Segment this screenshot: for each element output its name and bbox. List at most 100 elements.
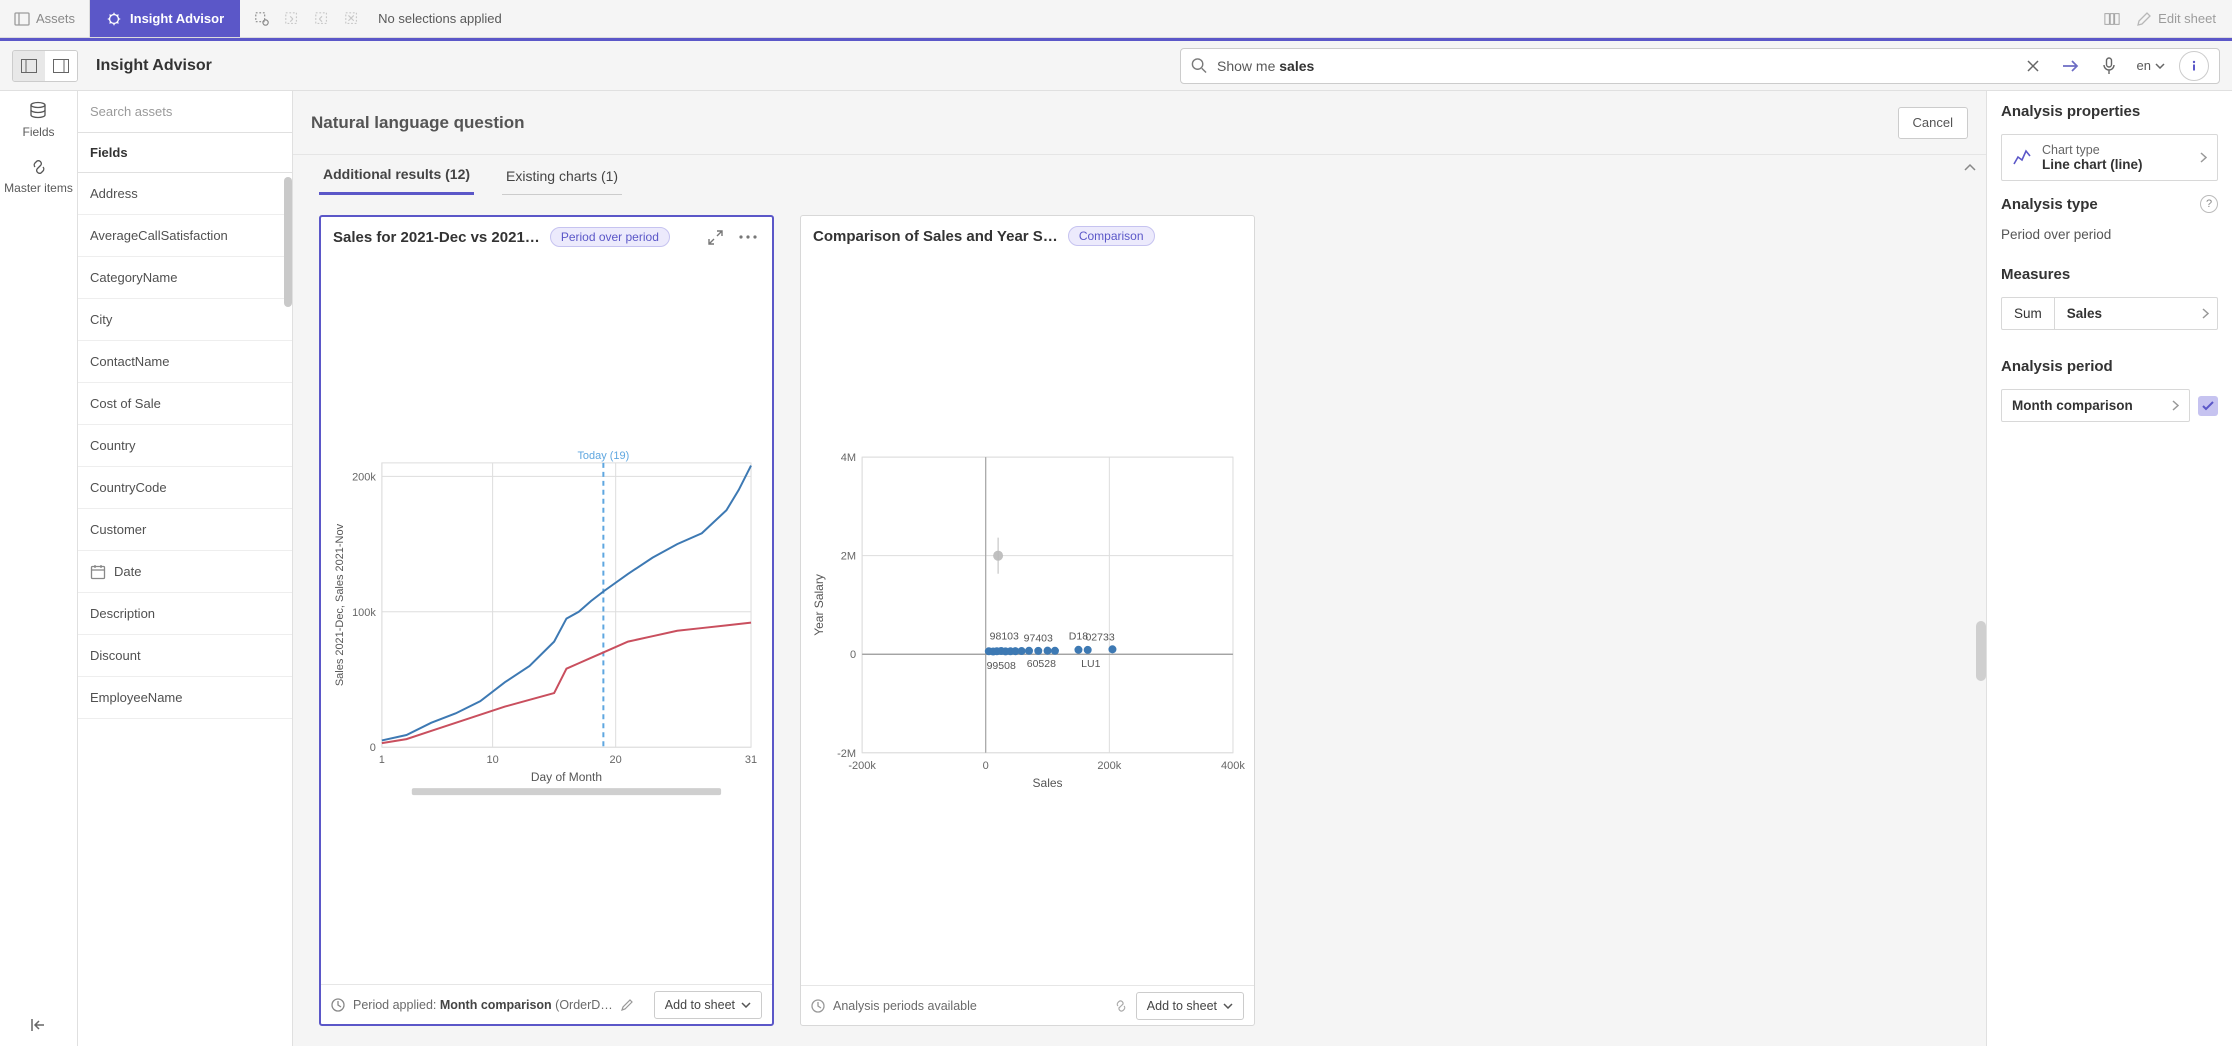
card-footer-text: Analysis periods available (833, 999, 977, 1013)
panel-view-toggles (12, 50, 78, 82)
add-to-sheet-button[interactable]: Add to sheet (654, 991, 762, 1019)
view-toggle-left[interactable] (13, 51, 45, 81)
chevron-down-icon (2155, 63, 2165, 69)
link-icon (29, 157, 49, 177)
insight-advisor-tab[interactable]: Insight Advisor (90, 0, 240, 37)
field-item[interactable]: Description (78, 593, 292, 635)
expand-icon[interactable] (705, 230, 726, 245)
search-icon (1191, 58, 1207, 74)
field-item[interactable]: CountryCode (78, 467, 292, 509)
svg-text:400k: 400k (1221, 760, 1245, 772)
svg-text:1: 1 (379, 754, 385, 766)
vtab-fields[interactable]: Fields (22, 101, 54, 139)
field-item[interactable]: Cost of Sale (78, 383, 292, 425)
help-icon[interactable]: ? (2200, 195, 2218, 213)
selection-fwd-icon[interactable] (314, 11, 330, 27)
svg-text:97403: 97403 (1024, 632, 1053, 644)
svg-text:98103: 98103 (990, 630, 1019, 642)
svg-text:2M: 2M (841, 551, 856, 563)
language-selector[interactable]: en (2133, 58, 2169, 73)
field-item[interactable]: Discount (78, 635, 292, 677)
more-icon[interactable] (736, 235, 760, 239)
search-query: Show me sales (1217, 58, 2009, 74)
edit-sheet-button[interactable]: Edit sheet (2136, 11, 2216, 27)
info-icon[interactable] (2179, 51, 2209, 81)
collapse-panel-icon[interactable] (30, 1018, 48, 1032)
svg-text:Sales: Sales (1033, 776, 1063, 790)
period-header: Analysis period (2001, 358, 2218, 375)
no-selections-text: No selections applied (378, 11, 502, 26)
chevron-down-icon (741, 1002, 751, 1008)
link-chart-icon[interactable] (1114, 999, 1128, 1013)
field-item[interactable]: AverageCallSatisfaction (78, 215, 292, 257)
analysis-type-section: Analysis type ? (2001, 195, 2218, 213)
field-item[interactable]: CategoryName (78, 257, 292, 299)
clear-search-icon[interactable] (2019, 52, 2047, 80)
vertical-tabs: Fields Master items (0, 91, 78, 1046)
edit-sheet-label: Edit sheet (2158, 11, 2216, 26)
field-item[interactable]: Customer (78, 509, 292, 551)
svg-text:0: 0 (370, 742, 376, 754)
chart-type-row[interactable]: Chart type Line chart (line) (2001, 134, 2218, 181)
bookmarks-icon[interactable] (2104, 11, 2120, 27)
svg-text:200k: 200k (1097, 760, 1121, 772)
svg-text:Today (19): Today (19) (577, 450, 629, 462)
selection-tool-icon[interactable] (254, 11, 270, 27)
analysis-tag: Period over period (550, 227, 670, 247)
field-item[interactable]: City (78, 299, 292, 341)
asset-list-panel: Search assets Fields AddressAverageCallS… (78, 91, 293, 1046)
assets-label: Assets (36, 11, 75, 26)
scatter-chart: -2M02M4M-200k0200k400k9810397403D1802733… (807, 264, 1248, 981)
result-tabs: Additional results (12) Existing charts … (293, 155, 1986, 195)
edit-period-icon[interactable] (621, 998, 634, 1011)
view-toggle-right[interactable] (45, 51, 77, 81)
scrollbar-thumb[interactable] (1976, 621, 1986, 681)
selection-back-icon[interactable] (284, 11, 300, 27)
field-item[interactable]: Country (78, 425, 292, 467)
tab-additional-results[interactable]: Additional results (12) (319, 166, 474, 195)
card-title: Sales for 2021-Dec vs 2021… (333, 229, 540, 246)
measures-header: Measures (2001, 266, 2218, 283)
measure-row[interactable]: Sum Sales (2001, 297, 2218, 330)
field-item[interactable]: Date (78, 551, 292, 593)
nl-search-box[interactable]: Show me sales en (1180, 48, 2220, 84)
mic-icon[interactable] (2095, 52, 2123, 80)
panel-icon (14, 11, 30, 27)
asset-list-scroll[interactable]: AddressAverageCallSatisfactionCategoryNa… (78, 173, 292, 1046)
search-assets-input[interactable]: Search assets (78, 91, 292, 133)
svg-text:Year Salary: Year Salary (812, 574, 826, 636)
field-item[interactable]: Address (78, 173, 292, 215)
svg-text:-2M: -2M (837, 748, 856, 760)
assets-toggle[interactable]: Assets (0, 0, 90, 37)
calendar-icon (90, 564, 106, 580)
scrollbar-thumb[interactable] (284, 177, 292, 307)
pencil-icon (2136, 11, 2152, 27)
period-checkbox[interactable] (2198, 396, 2218, 416)
svg-text:-200k: -200k (848, 760, 876, 772)
period-row[interactable]: Month comparison (2001, 389, 2190, 422)
svg-text:10: 10 (487, 754, 499, 766)
svg-text:99508: 99508 (987, 660, 1016, 672)
svg-text:200k: 200k (352, 471, 376, 483)
svg-text:LU1: LU1 (1081, 658, 1100, 670)
submit-search-icon[interactable] (2057, 52, 2085, 80)
chevron-right-icon (2172, 400, 2179, 411)
result-card-period[interactable]: Sales for 2021-Dec vs 2021… Period over … (319, 215, 774, 1026)
tab-existing-charts[interactable]: Existing charts (1) (502, 168, 622, 195)
clock-icon (331, 998, 345, 1012)
add-to-sheet-button[interactable]: Add to sheet (1136, 992, 1244, 1020)
svg-text:0: 0 (983, 760, 989, 772)
insight-advisor-title: Insight Advisor (90, 57, 222, 75)
svg-text:20: 20 (610, 754, 622, 766)
cancel-button[interactable]: Cancel (1898, 107, 1968, 139)
scroll-up-icon[interactable] (1964, 163, 1976, 171)
field-item[interactable]: ContactName (78, 341, 292, 383)
result-card-comparison[interactable]: Comparison of Sales and Year S… Comparis… (800, 215, 1255, 1026)
svg-text:31: 31 (745, 754, 757, 766)
nlq-header: Natural language question Cancel (293, 91, 1986, 155)
vtab-master-items[interactable]: Master items (4, 157, 73, 195)
clear-selections-icon[interactable] (344, 11, 360, 27)
field-item[interactable]: EmployeeName (78, 677, 292, 719)
search-row: Insight Advisor Show me sales en (0, 41, 2232, 91)
chevron-right-icon (2200, 152, 2207, 163)
